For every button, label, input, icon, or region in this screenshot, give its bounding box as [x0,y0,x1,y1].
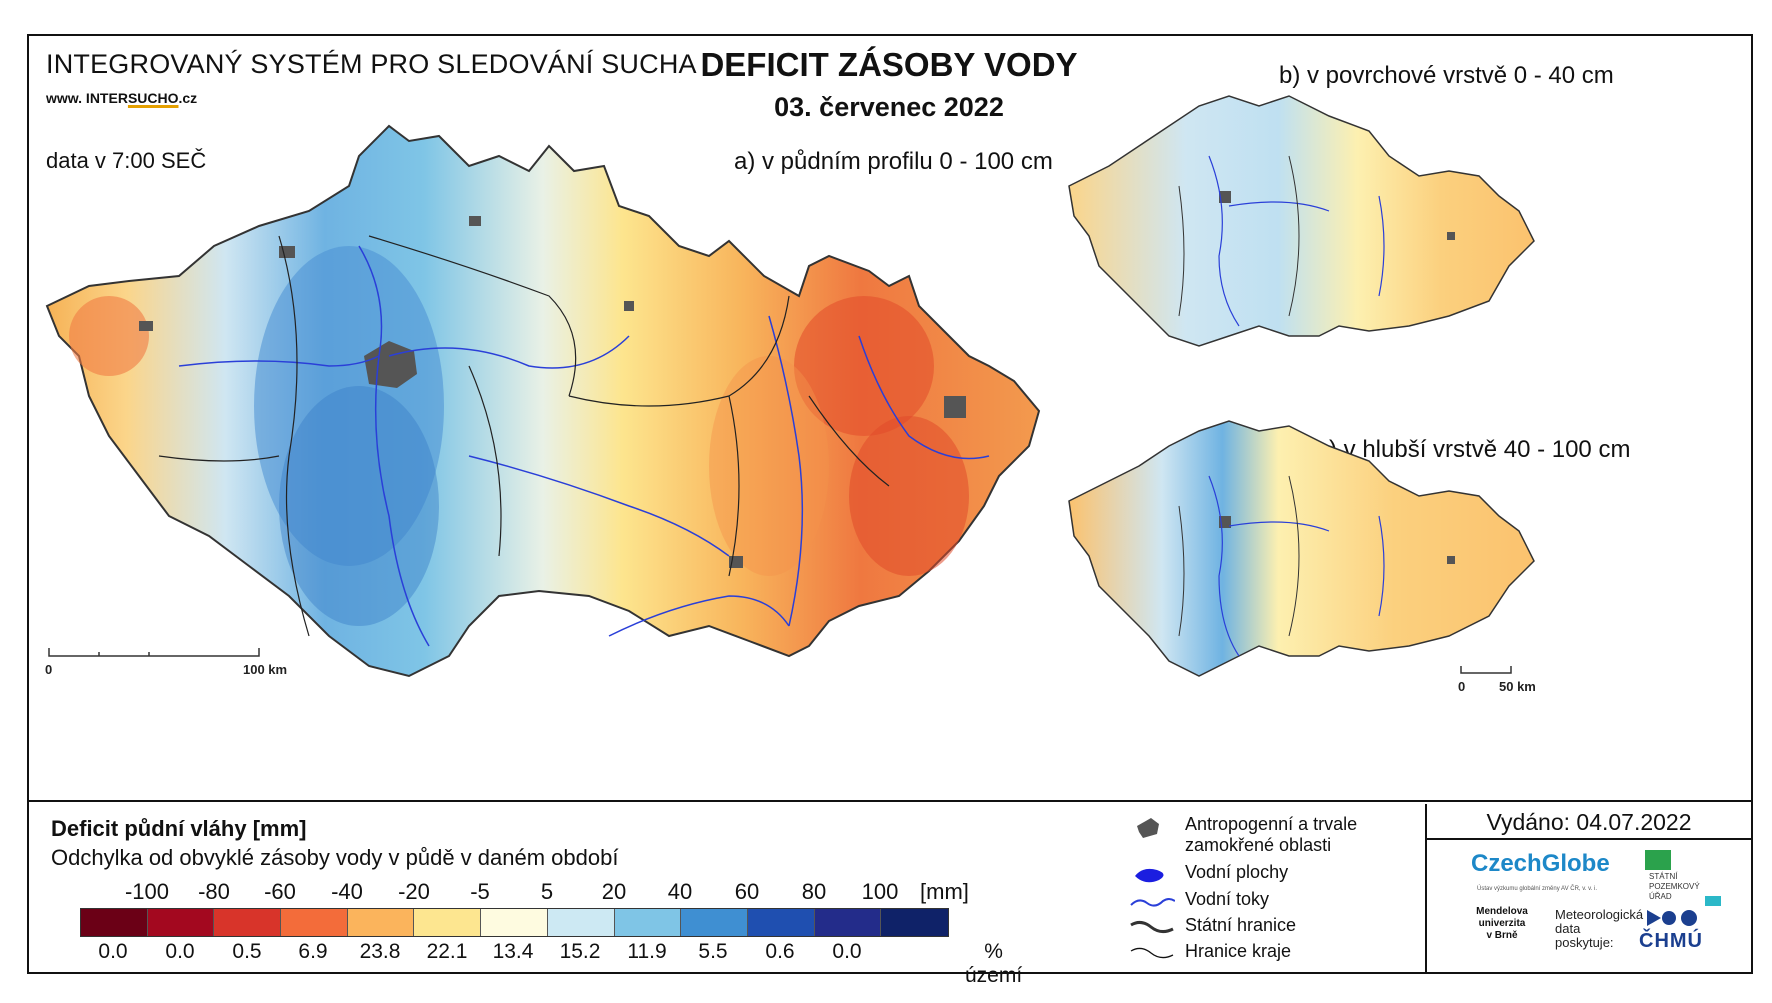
issued-date: Vydáno: 04.07.2022 [1427,804,1751,840]
legend-tick: 40 [667,879,693,904]
symbol-label: Státní hranice [1185,915,1297,935]
legend-percent: 22.1 [426,940,468,963]
legend-swatch [81,909,148,936]
legend-percent-unit: % území [965,940,1023,987]
legend-swatch [547,909,615,936]
legend-tick: -60 [264,879,296,904]
state-border-icon [1130,920,1174,934]
legend-percent: 15.2 [559,940,601,963]
map-a-czech-territory [45,124,1041,678]
map-a-scale-zero: 0 [45,662,52,677]
legend-tick: 100 [861,879,899,904]
legend-title: Deficit půdní vláhy [mm] [51,816,307,841]
meteo-data-label: Meteorologická data poskytuje: [1555,907,1644,950]
legend-percent: 13.4 [492,940,534,963]
map-a-scale-end: 100 km [243,662,287,677]
legend-percent: 6.9 [298,940,328,963]
spu-logo-accent [1705,896,1721,906]
website-url[interactable]: www. INTERSUCHO.cz [46,90,197,106]
map-c-scale-end: 50 km [1499,679,1536,694]
legend-tick: -80 [198,879,230,904]
region-border-icon [1130,947,1174,959]
legend-area: Deficit půdní vláhy [mm] Odchylka od obv… [29,804,1751,987]
legend-tick: 20 [601,879,627,904]
symbol-label: Vodní toky [1185,889,1270,909]
legend-unit: [mm] [920,879,969,904]
chmu-logo-icon [1647,910,1697,926]
legend-tick: -40 [331,879,363,904]
water-body-icon [1135,868,1164,883]
map-c-scale-bar [1460,666,1512,674]
legend-percent: 0.0 [98,940,128,963]
map-a-rivers [178,245,990,647]
legend-percent: 0.0 [165,940,195,963]
map-c-label: c) v hlubší vrstvě 40 - 100 cm [1317,436,1631,463]
symbol-item-water-body: Vodní plochy [1129,862,1429,888]
map-b-label: b) v povrchové vrstvě 0 - 40 cm [1279,62,1614,89]
legend-percent: 0.5 [232,940,262,963]
page-title: DEFICIT ZÁSOBY VODY [700,46,1078,83]
legend-percent: 23.8 [359,940,401,963]
spu-logo: STÁTNÍ POZEMKOVÝ ÚŘAD [1649,872,1700,901]
legend-swatch [147,909,215,936]
symbol-item-region-border: Hranice kraje [1129,941,1429,967]
legend-tick: -100 [124,879,170,904]
legend-tick: 5 [540,879,554,904]
legend-tick: 60 [734,879,760,904]
map-date: 03. červenec 2022 [774,92,1004,122]
chmu-logo: ČHMÚ [1639,930,1703,952]
map-c-deep-40-100 [1068,420,1535,677]
legend-swatch [281,909,348,936]
issuer-box: Vydáno: 04.07.2022 CzechGlobe Ústav výzk… [1425,804,1751,974]
url-suffix: .cz [178,90,198,106]
partner-logos: CzechGlobe Ústav výzkumu globální změny … [1427,842,1751,972]
map-a-region-borders [158,235,890,637]
legend-percent: 0.6 [765,940,795,963]
legend-swatch [347,909,415,936]
map-a-scale-bar [48,648,260,657]
legend-percent: 0.0 [832,940,862,963]
map-b-surface-0-40 [1068,95,1535,347]
legend-swatch [614,909,682,936]
symbol-label: Antropogenní a trvale zamokřené oblasti [1185,814,1358,855]
legend-swatch [414,909,482,936]
legend-swatch [814,909,882,936]
legend-percent: 11.9 [627,940,667,963]
legend-swatch [881,909,948,936]
symbol-item-river: Vodní toky [1129,889,1429,915]
map-sheet: INTEGROVANÝ SYSTÉM PRO SLEDOVÁNÍ SUCHA w… [27,34,1753,987]
symbol-label: Vodní plochy [1185,862,1289,882]
symbol-item-state-border: Státní hranice [1129,915,1429,941]
map-a-label: a) v půdním profilu 0 - 100 cm [734,148,1053,175]
spu-logo-mark [1645,850,1671,870]
symbol-item-urban: Antropogenní a trvale zamokřené oblasti [1129,814,1429,855]
data-time: data v 7:00 SEČ [46,148,207,173]
system-name: INTEGROVANÝ SYSTÉM PRO SLEDOVÁNÍ SUCHA [46,49,697,79]
symbol-label: Hranice kraje [1185,941,1292,961]
legend-colorbar [80,908,949,937]
mendel-logo: Mendelova univerzita v Brně [1476,906,1528,941]
czechglobe-logo: CzechGlobe [1471,850,1610,877]
legend-tick: -20 [398,879,430,904]
legend-percent-row: 0.0 0.0 0.5 6.9 23.8 22.1 13.4 15.2 11.9… [80,940,1022,987]
legend-scale-ticks: -100 -80 -60 -40 -20 -5 5 20 40 60 80 10… [80,879,980,905]
urban-area-icon [1137,818,1159,838]
legend-tick: 80 [801,879,827,904]
url-prefix: www. INTER [46,90,128,106]
legend-subtitle: Odchylka od obvyklé zásoby vody v půdě v… [51,845,619,870]
legend-percent: 5.5 [698,940,728,963]
legend-swatch [681,909,748,936]
legend-tick: -5 [470,879,490,904]
legend-swatch [481,909,548,936]
river-icon [1130,898,1175,907]
map-area: INTEGROVANÝ SYSTÉM PRO SLEDOVÁNÍ SUCHA w… [29,36,1751,802]
map-a-profile-0-100: 0 100 km [45,95,1536,694]
czechglobe-subtitle: Ústav výzkumu globální změny AV ČR, v. v… [1477,886,1598,892]
legend-swatch [214,909,282,936]
url-brand: SUCHO [127,90,179,106]
map-c-scale-zero: 0 [1458,679,1465,694]
legend-swatch [747,909,815,936]
